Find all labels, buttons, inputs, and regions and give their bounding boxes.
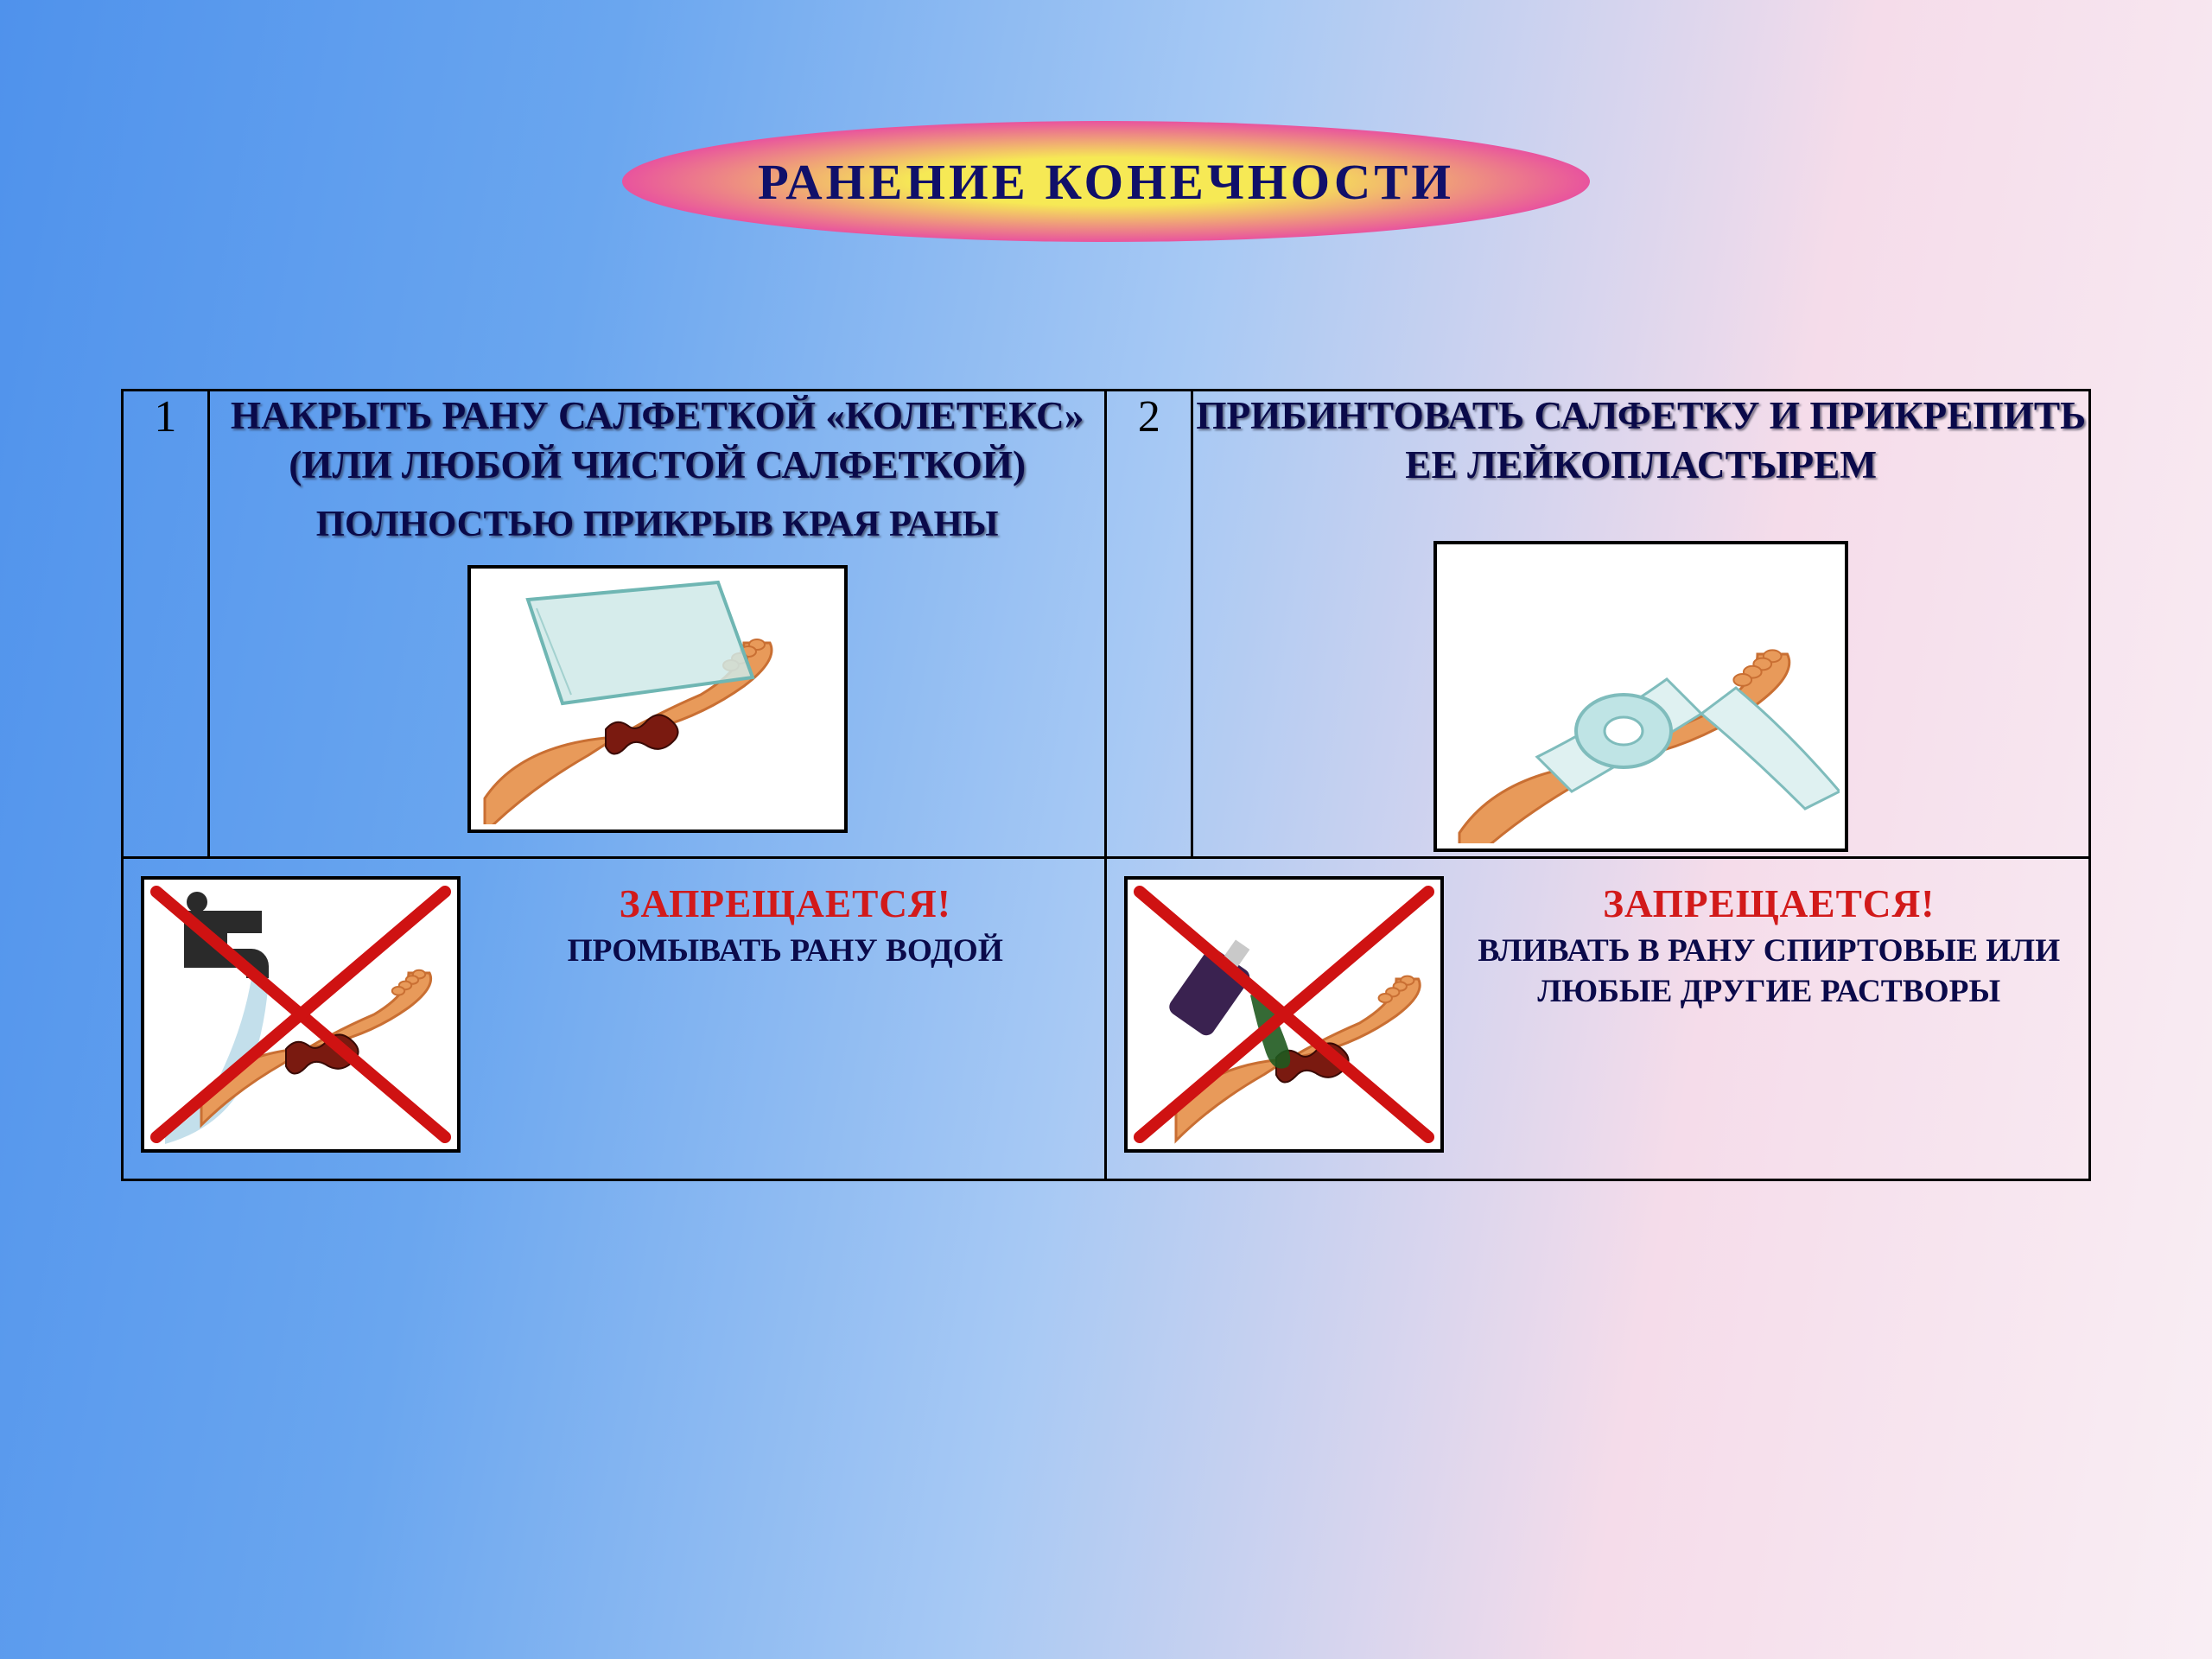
warning-illustration-2 xyxy=(1124,876,1444,1153)
step-subheading-1: ПОЛНОСТЬЮ ПРИКРЫВ КРАЯ РАНЫ xyxy=(210,501,1105,547)
step-heading-1: НАКРЫТЬ РАНУ САЛФЕТКОЙ «КОЛЕТЕКС» (ИЛИ Л… xyxy=(210,391,1105,489)
no-solutions-icon xyxy=(1133,885,1435,1144)
step-number-1: 1 xyxy=(123,391,209,858)
instruction-table: 1 НАКРЫТЬ РАНУ САЛФЕТКОЙ «КОЛЕТЕКС» (ИЛИ… xyxy=(121,389,2091,1181)
step-number-2: 2 xyxy=(1106,391,1192,858)
step-cell-1: НАКРЫТЬ РАНУ САЛФЕТКОЙ «КОЛЕТЕКС» (ИЛИ Л… xyxy=(208,391,1106,858)
warning-cell-2: ЗАПРЕЩАЕТСЯ! ВЛИВАТЬ В РАНУ СПИРТОВЫЕ ИЛ… xyxy=(1106,858,2090,1180)
slide-content: РАНЕНИЕ КОНЕЧНОСТИ 1 НАКРЫТЬ РАНУ САЛФЕТ… xyxy=(0,0,2212,1659)
title-pill: РАНЕНИЕ КОНЕЧНОСТИ xyxy=(622,121,1590,242)
step-cell-2: ПРИБИНТОВАТЬ САЛФЕТКУ И ПРИКРЕПИТЬ ЕЕ ЛЕ… xyxy=(1192,391,2090,858)
warning-title-2: ЗАПРЕЩАЕТСЯ! xyxy=(1466,881,2071,926)
warning-text-2: ЗАПРЕЩАЕТСЯ! ВЛИВАТЬ В РАНУ СПИРТОВЫЕ ИЛ… xyxy=(1466,876,2071,1012)
step-illustration-1 xyxy=(467,565,848,833)
step-heading-2: ПРИБИНТОВАТЬ САЛФЕТКУ И ПРИКРЕПИТЬ ЕЕ ЛЕ… xyxy=(1193,391,2088,489)
slide-title: РАНЕНИЕ КОНЕЧНОСТИ xyxy=(758,153,1454,211)
warnings-row: ЗАПРЕЩАЕТСЯ! ПРОМЫВАТЬ РАНУ ВОДОЙ ЗАПРЕЩ… xyxy=(123,858,2090,1180)
steps-row: 1 НАКРЫТЬ РАНУ САЛФЕТКОЙ «КОЛЕТЕКС» (ИЛИ… xyxy=(123,391,2090,858)
warning-text-1: ЗАПРЕЩАЕТСЯ! ПРОМЫВАТЬ РАНУ ВОДОЙ xyxy=(483,876,1087,972)
no-water-icon xyxy=(149,885,452,1144)
foot-cloth-icon xyxy=(476,574,839,824)
warning-body-1: ПРОМЫВАТЬ РАНУ ВОДОЙ xyxy=(483,931,1087,972)
foot-bandage-icon xyxy=(1442,550,1840,843)
warning-cell-1: ЗАПРЕЩАЕТСЯ! ПРОМЫВАТЬ РАНУ ВОДОЙ xyxy=(123,858,1106,1180)
warning-illustration-1 xyxy=(141,876,461,1153)
warning-title-1: ЗАПРЕЩАЕТСЯ! xyxy=(483,881,1087,926)
warning-body-2: ВЛИВАТЬ В РАНУ СПИРТОВЫЕ ИЛИ ЛЮБЫЕ ДРУГИ… xyxy=(1466,931,2071,1012)
step-illustration-2 xyxy=(1433,541,1848,852)
